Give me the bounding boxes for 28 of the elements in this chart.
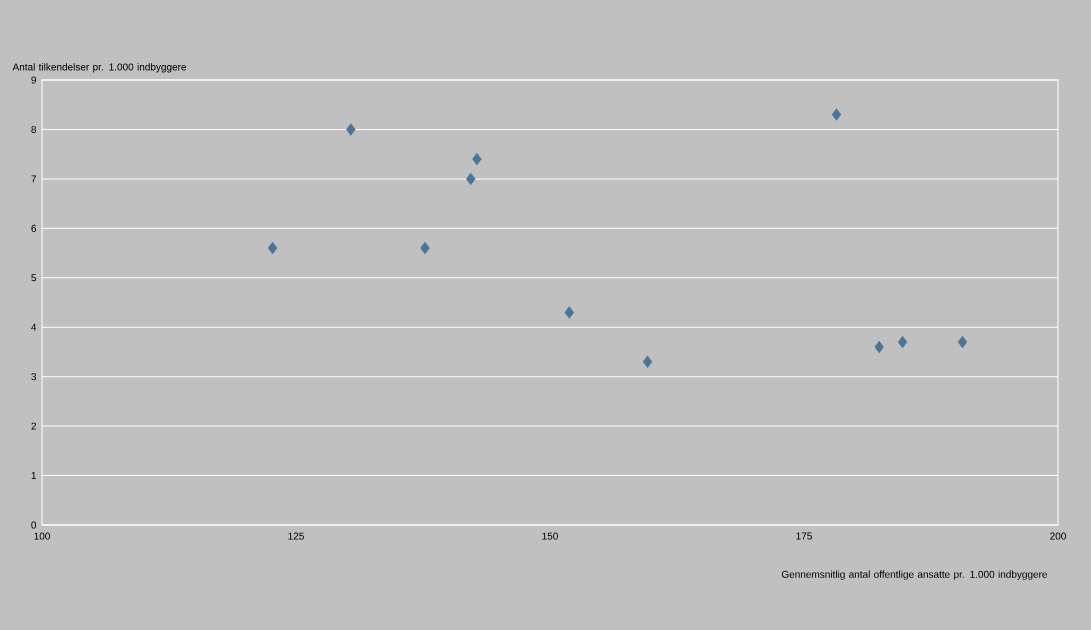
point <box>346 123 356 136</box>
y-tick-label: 1 <box>31 472 36 479</box>
point <box>420 241 430 255</box>
x-tick-label: 200 <box>1050 532 1066 540</box>
y-tick-label: 9 <box>31 76 37 84</box>
point <box>267 241 278 255</box>
y-tick-label: 0 <box>31 521 37 529</box>
point <box>472 152 482 166</box>
x-tick-label: 100 <box>34 532 50 540</box>
point <box>897 335 908 349</box>
point <box>642 355 653 369</box>
point <box>874 340 884 354</box>
y-tick-label: 4 <box>31 323 37 331</box>
x-axis-title: Gennemsnitlig antal offentlige ansatte pr. 1.000 indbyggere <box>781 570 1048 580</box>
x-tick-label: 125 <box>288 532 304 540</box>
y-tick-label: 6 <box>31 224 37 232</box>
y-axis-title: Antal tilkendelser pr. 1.000 indbyggere <box>12 63 187 73</box>
point <box>466 172 476 186</box>
point <box>831 108 842 121</box>
x-tick-label: 150 <box>542 532 558 540</box>
y-tick-label: 8 <box>31 125 37 133</box>
y-tick-label: 3 <box>31 373 37 381</box>
x-tick-label: 175 <box>796 532 812 540</box>
y-tick-label: 5 <box>31 274 37 282</box>
y-tick-label: 7 <box>31 175 36 183</box>
point <box>957 335 968 349</box>
y-tick-label: 2 <box>31 422 36 430</box>
point <box>564 306 575 319</box>
